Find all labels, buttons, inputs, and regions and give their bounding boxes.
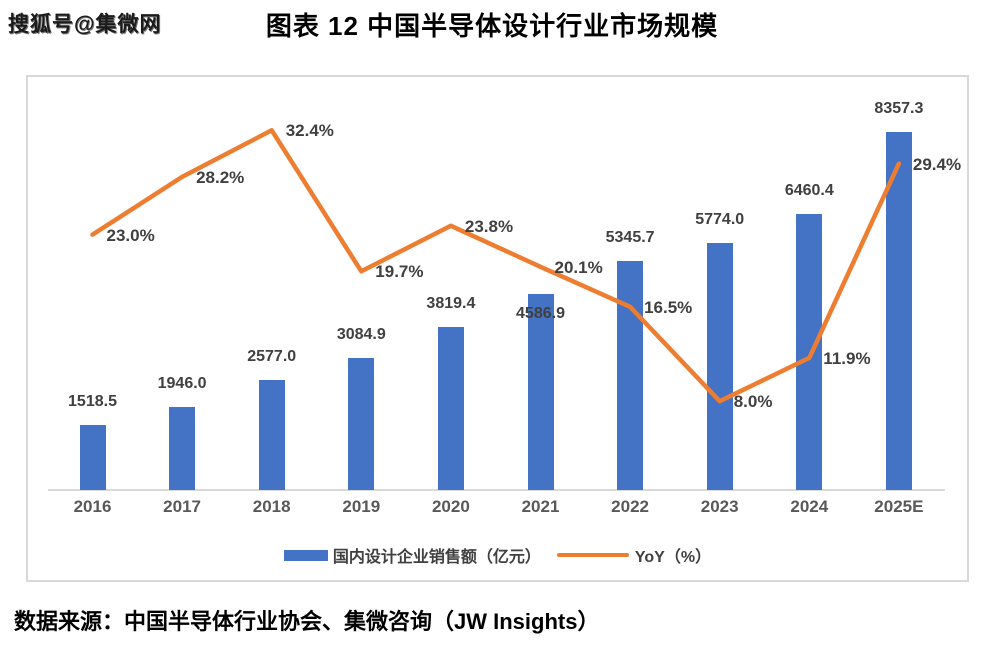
legend-line-label: YoY（%）: [634, 549, 712, 566]
yoy-value-label-2017: 28.2%: [196, 167, 245, 187]
legend: 国内设计企业销售额（亿元） YoY（%）: [28, 545, 967, 566]
bar-value-label-2021: 4586.9: [516, 304, 565, 322]
bar-value-label-2022: 5345.7: [605, 229, 655, 247]
legend-bar-swatch: [283, 549, 328, 561]
yoy-value-label-2022: 16.5%: [644, 297, 693, 317]
x-axis-label-2023: 2023: [700, 497, 739, 516]
bar-2017: [169, 406, 196, 490]
yoy-value-label-2025E: 29.4%: [912, 154, 962, 174]
x-axis-label-2020: 2020: [431, 497, 470, 516]
yoy-value-label-2018: 32.4%: [285, 121, 334, 141]
x-axis-label-2017: 2017: [163, 497, 201, 516]
yoy-line-chart: [90, 128, 902, 404]
x-axis-label-2018: 2018: [252, 497, 291, 516]
x-axis-label-2025E: 2025E: [874, 497, 924, 516]
bar-2016: [79, 425, 106, 490]
chart-frame: 1518.5 2016 1946.0 2017 2577.0 2018 3084.9 2019…: [26, 75, 969, 582]
bar-2025E: [885, 132, 912, 490]
bar-value-label-2016: 1518.5: [68, 393, 117, 410]
x-axis-label-2016: 2016: [73, 497, 112, 516]
legend-line-swatch: [556, 553, 629, 557]
bar-value-label-2024: 6460.4: [784, 181, 834, 199]
bar-2019: [348, 357, 375, 490]
plot-area: 1518.5 2016 1946.0 2017 2577.0 2018 3084.9 2019…: [28, 77, 967, 580]
x-axis-label-2022: 2022: [611, 497, 649, 516]
yoy-value-label-2016: 23.0%: [106, 225, 155, 245]
sohu-watermark: 搜狐号@集微网: [8, 13, 162, 36]
bar-value-label-2019: 3084.9: [336, 325, 386, 343]
bar-2023: [706, 242, 733, 490]
bar-value-label-2018: 2577.0: [247, 347, 297, 365]
bar-2018: [258, 379, 285, 490]
x-axis-label-2021: 2021: [521, 497, 560, 516]
bar-2020: [437, 326, 464, 490]
bar-2021: [527, 293, 554, 490]
yoy-line: [90, 128, 902, 404]
yoy-value-label-2023: 8.0%: [733, 392, 773, 412]
yoy-value-label-2019: 19.7%: [375, 262, 424, 282]
chart-title: 图表 12 中国半导体设计行业市场规模: [265, 11, 719, 41]
legend-bar-label: 国内设计企业销售额（亿元）: [332, 549, 541, 566]
x-axis-label-2024: 2024: [790, 497, 829, 516]
bar-2024: [796, 213, 823, 490]
bar-value-label-2017: 1946.0: [157, 374, 207, 392]
x-axis-line: [48, 489, 945, 491]
source-note: 数据来源：中国半导体行业协会、集微咨询（JW Insights）: [14, 609, 600, 634]
bar-2022: [617, 261, 644, 490]
bar-value-label-2025E: 8357.3: [874, 100, 924, 118]
yoy-value-label-2021: 20.1%: [554, 257, 603, 277]
yoy-value-label-2020: 23.8%: [464, 216, 514, 236]
bar-value-label-2020: 3819.4: [426, 294, 476, 312]
yoy-value-label-2024: 11.9%: [823, 348, 871, 368]
x-axis-label-2019: 2019: [342, 497, 381, 516]
bar-value-label-2023: 5774.0: [695, 210, 745, 228]
